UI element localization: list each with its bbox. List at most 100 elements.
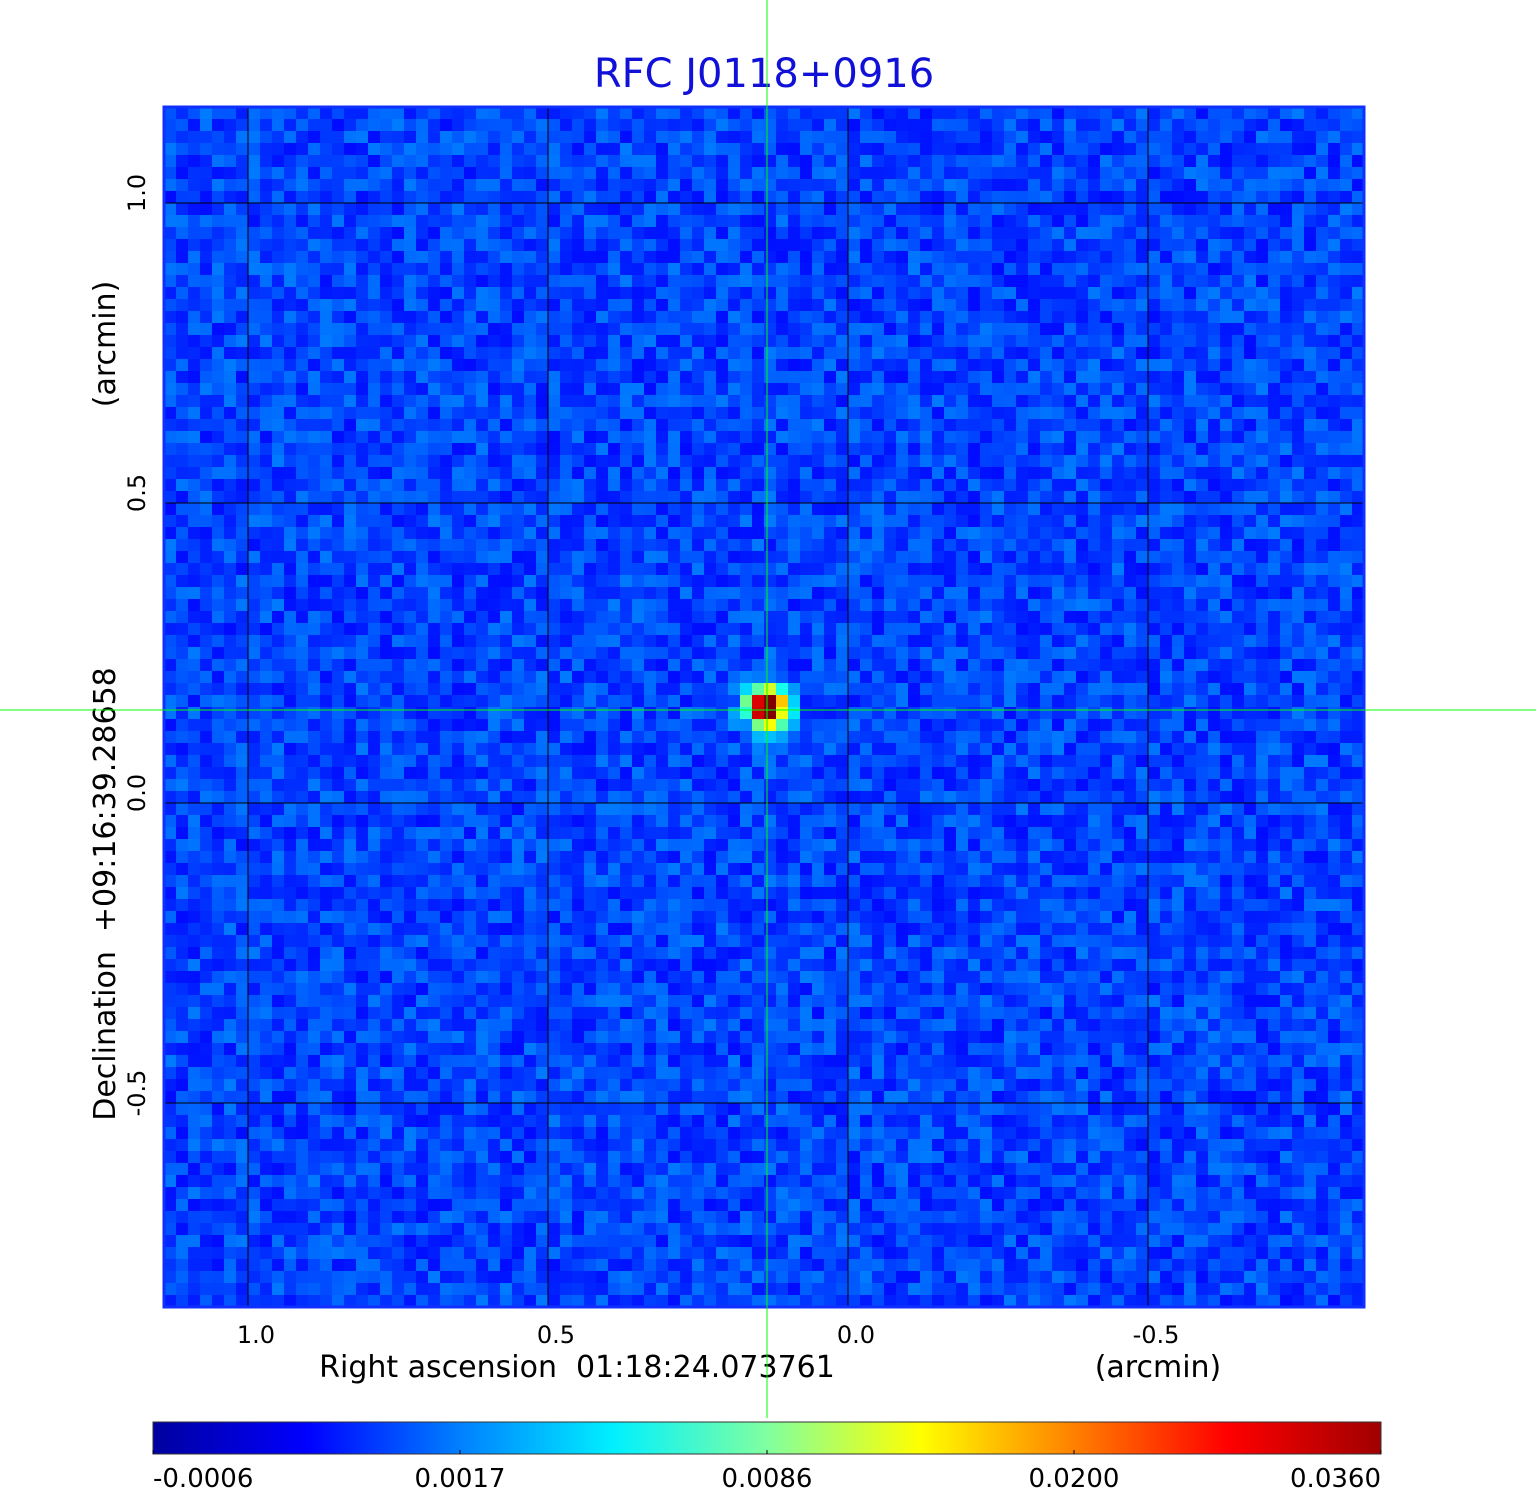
image-pixel [296, 503, 309, 516]
image-pixel [1088, 587, 1101, 600]
image-pixel [668, 323, 681, 336]
image-pixel [752, 383, 765, 396]
image-pixel [1280, 335, 1293, 348]
image-pixel [980, 539, 993, 552]
image-pixel [272, 335, 285, 348]
image-pixel [608, 143, 621, 156]
image-pixel [224, 443, 237, 456]
image-pixel [536, 335, 549, 348]
image-pixel [392, 383, 405, 396]
image-pixel [680, 191, 693, 204]
image-pixel [1100, 683, 1113, 696]
image-pixel [1100, 299, 1113, 312]
image-pixel [644, 515, 657, 528]
image-pixel [788, 167, 801, 180]
image-pixel [176, 119, 189, 132]
image-pixel [284, 515, 297, 528]
image-pixels [164, 107, 1365, 1308]
image-pixel [620, 647, 633, 660]
image-pixel [1148, 347, 1161, 360]
image-pixel [1280, 287, 1293, 300]
image-pixel [668, 479, 681, 492]
image-pixel [740, 107, 753, 120]
image-pixel [416, 671, 429, 684]
image-pixel [956, 215, 969, 228]
image-pixel [1304, 143, 1317, 156]
image-pixel [632, 443, 645, 456]
image-pixel [260, 647, 273, 660]
image-pixel [776, 659, 789, 672]
image-pixel [1340, 623, 1353, 636]
image-pixel [1328, 551, 1341, 564]
image-pixel [296, 431, 309, 444]
image-pixel [644, 191, 657, 204]
image-pixel [1172, 695, 1185, 708]
image-pixel [1136, 239, 1149, 252]
image-pixel [920, 491, 933, 504]
image-pixel [476, 479, 489, 492]
image-pixel [332, 467, 345, 480]
image-pixel [632, 503, 645, 516]
image-pixel [1304, 563, 1317, 576]
image-pixel [836, 395, 849, 408]
image-pixel [452, 335, 465, 348]
image-pixel [488, 599, 501, 612]
image-pixel [1352, 407, 1365, 420]
image-pixel [356, 659, 369, 672]
image-pixel [368, 587, 381, 600]
image-pixel [536, 431, 549, 444]
image-pixel [248, 227, 261, 240]
image-pixel [272, 263, 285, 276]
image-pixel [404, 323, 417, 336]
image-pixel [332, 443, 345, 456]
image-pixel [1208, 647, 1221, 660]
image-pixel [296, 239, 309, 252]
image-pixel [800, 695, 813, 708]
image-pixel [224, 323, 237, 336]
image-pixel [224, 635, 237, 648]
image-pixel [236, 179, 249, 192]
image-pixel [164, 203, 177, 216]
image-pixel [1292, 203, 1305, 216]
image-pixel [836, 311, 849, 324]
image-pixel [1208, 587, 1221, 600]
image-pixel [500, 587, 513, 600]
image-pixel [1292, 467, 1305, 480]
image-pixel [1268, 431, 1281, 444]
image-pixel [404, 611, 417, 624]
image-pixel [968, 239, 981, 252]
image-pixel [560, 131, 573, 144]
image-pixel [608, 191, 621, 204]
image-pixel [548, 491, 561, 504]
image-pixel [164, 515, 177, 528]
image-pixel [692, 239, 705, 252]
image-pixel [200, 635, 213, 648]
image-pixel [872, 659, 885, 672]
image-pixel [380, 431, 393, 444]
image-pixel [788, 647, 801, 660]
image-pixel [1352, 359, 1365, 372]
image-pixel [512, 179, 525, 192]
image-pixel [884, 515, 897, 528]
image-pixel [224, 683, 237, 696]
image-pixel [1112, 359, 1125, 372]
image-pixel [968, 635, 981, 648]
image-pixel [1220, 119, 1233, 132]
image-pixel [1160, 491, 1173, 504]
image-pixel [1292, 119, 1305, 132]
image-pixel [752, 407, 765, 420]
image-pixel [476, 287, 489, 300]
image-pixel [1352, 659, 1365, 672]
image-pixel [536, 203, 549, 216]
image-pixel [464, 527, 477, 540]
image-pixel [380, 287, 393, 300]
image-pixel [1064, 179, 1077, 192]
image-pixel [716, 143, 729, 156]
image-pixel [1004, 191, 1017, 204]
image-pixel [548, 359, 561, 372]
image-pixel [500, 395, 513, 408]
image-pixel [428, 671, 441, 684]
image-pixel [1256, 407, 1269, 420]
image-pixel [1292, 419, 1305, 432]
image-pixel [1172, 287, 1185, 300]
